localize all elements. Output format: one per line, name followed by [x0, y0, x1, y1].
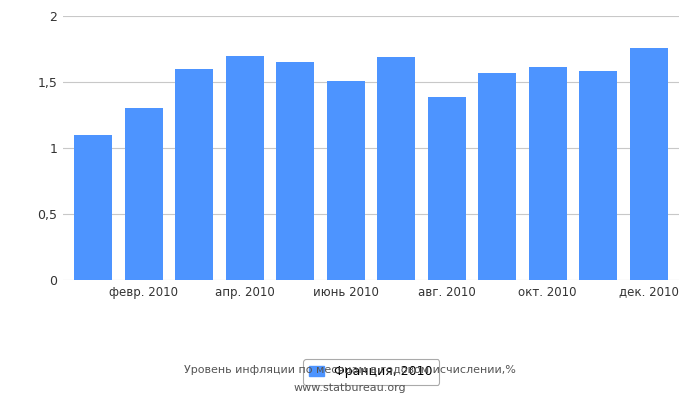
- Bar: [528, 68, 567, 280]
- Bar: [580, 72, 617, 280]
- Legend: Франция, 2010: Франция, 2010: [303, 359, 439, 385]
- Bar: [74, 135, 112, 280]
- Bar: [327, 81, 365, 280]
- Text: Уровень инфляции по месяцам в годовом исчислении,%: Уровень инфляции по месяцам в годовом ис…: [184, 365, 516, 375]
- Bar: [478, 73, 516, 280]
- Bar: [125, 108, 162, 280]
- Text: www.statbureau.org: www.statbureau.org: [294, 383, 406, 393]
- Bar: [276, 62, 314, 280]
- Bar: [226, 56, 264, 280]
- Bar: [377, 57, 415, 280]
- Bar: [175, 69, 214, 280]
- Bar: [428, 96, 466, 280]
- Bar: [630, 48, 668, 280]
